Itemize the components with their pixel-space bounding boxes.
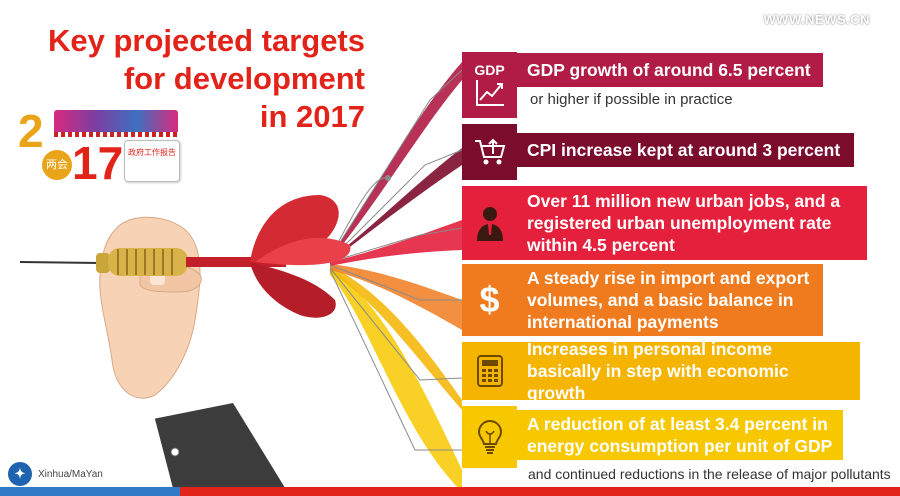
target-4-text: A steady rise in import and export volum…	[517, 264, 823, 336]
dart-flight-middle	[255, 237, 351, 266]
target-1-text: GDP growth of around 6.5 percent	[517, 53, 823, 87]
ribbon-2	[330, 148, 462, 262]
lightbulb-icon	[477, 419, 502, 454]
two-sessions-logo: 2 两会 17 政府工作报告	[18, 106, 188, 192]
title-line-3: in 2017	[259, 99, 365, 134]
target-2-icon-band	[462, 124, 517, 180]
gdp-label: GDP	[474, 62, 505, 78]
calculator-icon	[476, 355, 503, 387]
ribbon-6	[330, 268, 462, 492]
title-line-2: for development	[123, 61, 365, 96]
target-5-icon-band	[462, 342, 517, 400]
sleeve	[150, 390, 290, 496]
title-line-1: Key projected targets	[48, 23, 365, 58]
cuff-button	[170, 447, 180, 457]
dart-flight-bottom	[250, 262, 336, 318]
target-5-text: Increases in personal income basically i…	[517, 339, 860, 403]
title-pointer-dot	[385, 175, 391, 181]
building-illustration	[54, 110, 178, 137]
report-document-icon: 政府工作报告	[124, 140, 180, 182]
target-2-text: CPI increase kept at around 3 percent	[517, 133, 854, 167]
watermark: WWW.NEWS.CN	[763, 12, 870, 27]
dart-needle	[19, 261, 101, 264]
connector-lines	[329, 69, 463, 451]
target-1-icon-band: GDP	[462, 52, 517, 118]
hand	[99, 216, 201, 399]
dollar-icon: $	[479, 279, 500, 320]
target-3-icon-band	[462, 186, 517, 260]
target-6-text: A reduction of at least 3.4 percent in e…	[517, 410, 843, 460]
logo-digits-17: 17	[72, 137, 124, 189]
target-6-note: and continued reductions in the release …	[528, 466, 891, 482]
logo-digit-2: 2	[18, 105, 44, 157]
credit-text: Xinhua/MaYan	[38, 468, 103, 480]
ribbon-1	[330, 62, 462, 260]
shopping-cart-icon	[474, 138, 505, 165]
page-title: Key projected targets for development in…	[10, 22, 365, 136]
target-6-icon-band	[462, 406, 517, 468]
target-1-note: or higher if possible in practice	[530, 91, 733, 108]
xinhua-logo-icon: ✦	[8, 462, 32, 486]
credit: ✦ Xinhua/MaYan	[8, 462, 103, 486]
dart-barrel-grooves	[117, 249, 173, 275]
logo-circle-badge: 两会	[42, 150, 72, 180]
target-3-text: Over 11 million new urban jobs, and a re…	[517, 186, 867, 260]
dart-tip-collar	[96, 253, 110, 273]
ribbon-3	[330, 220, 462, 266]
bottom-color-strip	[0, 487, 900, 496]
dart-shaft	[186, 257, 286, 267]
gdp-chart-icon	[475, 80, 504, 106]
target-4-icon-band: $	[462, 264, 517, 336]
dart-barrel	[108, 248, 188, 276]
worker-icon	[476, 207, 503, 241]
ribbon-5	[330, 266, 462, 410]
